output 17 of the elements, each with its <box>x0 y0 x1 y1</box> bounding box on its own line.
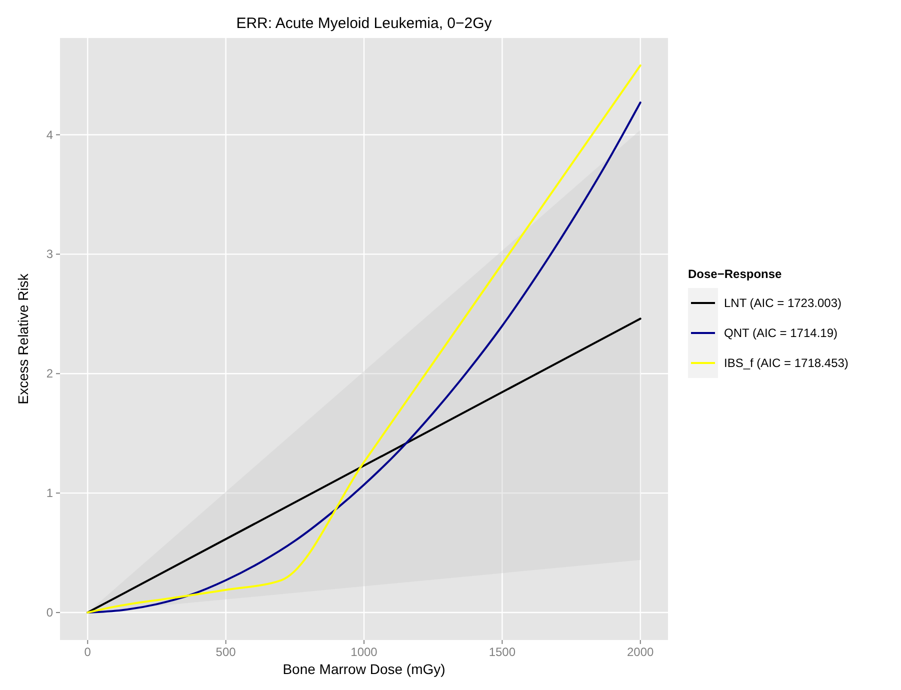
y-tick-label: 0 <box>46 606 54 620</box>
y-tick-label: 1 <box>46 486 54 500</box>
legend-label: IBS_f (AIC = 1718.453) <box>724 356 848 370</box>
y-tick-label: 2 <box>46 366 54 381</box>
legend-label: LNT (AIC = 1723.003) <box>724 296 842 310</box>
chart-title: ERR: Acute Myeloid Leukemia, 0−2Gy <box>236 15 492 32</box>
x-axis-title: Bone Marrow Dose (mGy) <box>282 661 446 677</box>
y-axis-title: Excess Relative Risk <box>15 272 31 404</box>
y-tick-label: 4 <box>46 128 54 142</box>
legend-label: QNT (AIC = 1714.19) <box>724 326 838 340</box>
x-tick-label: 2000 <box>627 645 654 659</box>
x-tick-label: 0 <box>84 645 92 659</box>
legend-title: Dose−Response <box>688 267 782 281</box>
x-tick-label: 500 <box>216 645 236 659</box>
x-tick-label: 1500 <box>488 645 516 659</box>
y-tick-label: 3 <box>46 247 54 262</box>
x-tick-label: 1000 <box>350 645 378 659</box>
